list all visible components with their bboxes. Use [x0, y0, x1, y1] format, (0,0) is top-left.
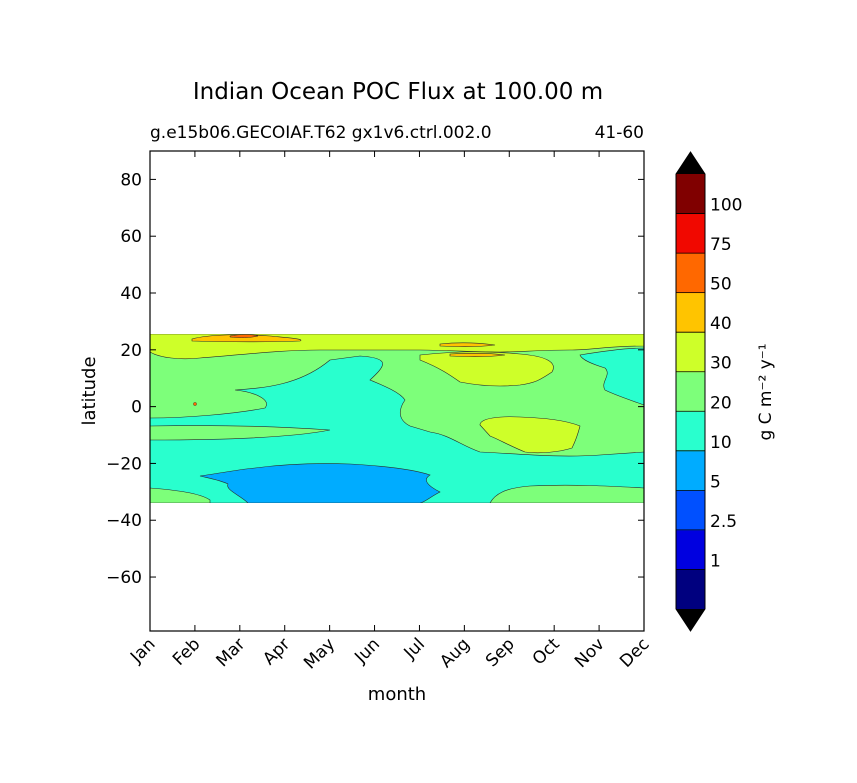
- colorbar-tick-label: 5: [710, 472, 721, 492]
- y-axis: 80 60 40 20 0 −20 −40 −60: [106, 170, 644, 588]
- x-axis-label: month: [368, 684, 426, 705]
- contour-band-20-30-left: [150, 425, 331, 441]
- contour-band-30-40-blob: [419, 351, 554, 387]
- contour-band-40-50-b: [439, 342, 496, 347]
- contour-spot: [193, 402, 197, 406]
- colorbar: 1 2.5 5 10 20 30 40 50 75 100: [675, 151, 742, 632]
- x-tick-label: Apr: [259, 634, 294, 669]
- y-tick-label: −20: [106, 454, 142, 474]
- x-tick-label: Aug: [436, 634, 474, 672]
- colorbar-tick-label: 100: [710, 196, 742, 216]
- x-tick-label: Jun: [350, 634, 384, 668]
- y-tick-label: −40: [106, 511, 142, 531]
- y-axis-label: latitude: [79, 356, 100, 425]
- colorbar-segment: [676, 253, 705, 294]
- colorbar-tick-label: 1: [710, 551, 721, 571]
- x-tick-label: Dec: [616, 634, 653, 671]
- colorbar-segment: [676, 569, 705, 610]
- colorbar-tick-label: 2.5: [710, 512, 737, 532]
- colorbar-label: g C m⁻² y⁻¹: [756, 343, 776, 440]
- colorbar-tick-label: 30: [710, 354, 732, 374]
- colorbar-segment: [676, 213, 705, 254]
- y-tick-label: 20: [120, 341, 142, 361]
- x-tick-label: Mar: [213, 634, 250, 671]
- y-tick-label: 80: [120, 170, 142, 190]
- chart-subtitle-left: g.e15b06.GECOIAF.T62 gx1v6.ctrl.002.0: [150, 123, 492, 143]
- x-tick-label: Jul: [400, 634, 429, 663]
- colorbar-tick-label: 20: [710, 393, 732, 413]
- colorbar-extend-bottom: [676, 609, 705, 631]
- y-tick-label: −60: [106, 568, 142, 588]
- colorbar-tick-label: 75: [710, 235, 732, 255]
- x-tick-label: Oct: [529, 634, 564, 669]
- colorbar-segment: [676, 490, 705, 531]
- colorbar-segment: [676, 411, 705, 452]
- colorbar-tick-label: 10: [710, 433, 732, 453]
- x-tick-label: Nov: [571, 634, 609, 672]
- colorbar-outline: [675, 151, 706, 632]
- x-tick-label: Sep: [482, 634, 519, 671]
- colorbar-segment: [676, 332, 705, 373]
- x-tick-label: May: [300, 634, 339, 673]
- contour-band-5-10: [199, 463, 441, 503]
- x-tick-label: Jan: [126, 634, 159, 667]
- contour-band-20-30-south: [150, 487, 211, 503]
- contour-band-30-40-south: [479, 416, 581, 454]
- contour-band-10-20-b: [579, 347, 644, 406]
- colorbar-extend-top: [676, 152, 705, 174]
- contour-band-40-50: [191, 334, 302, 343]
- contour-band-40-50-c: [449, 353, 506, 357]
- chart-title: Indian Ocean POC Flux at 100.00 m: [193, 79, 603, 105]
- colorbar-segment: [676, 529, 705, 570]
- colorbar-segment: [676, 292, 705, 333]
- y-tick-label: 60: [120, 227, 142, 247]
- contour-fill: [150, 334, 644, 503]
- colorbar-segment: [676, 174, 705, 215]
- colorbar-tick-label: 40: [710, 314, 732, 334]
- chart-subtitle-right: 41-60: [595, 123, 644, 143]
- y-tick-label: 0: [131, 398, 142, 418]
- colorbar-segment: [676, 371, 705, 412]
- contour-band-50-75: [229, 334, 259, 338]
- colorbar-tick-label: 50: [710, 275, 732, 295]
- x-tick-label: Feb: [169, 634, 204, 669]
- y-tick-label: 40: [120, 284, 142, 304]
- contour-band-20-30-south-right: [489, 484, 644, 503]
- plot-frame: [149, 150, 645, 632]
- colorbar-segment: [676, 450, 705, 491]
